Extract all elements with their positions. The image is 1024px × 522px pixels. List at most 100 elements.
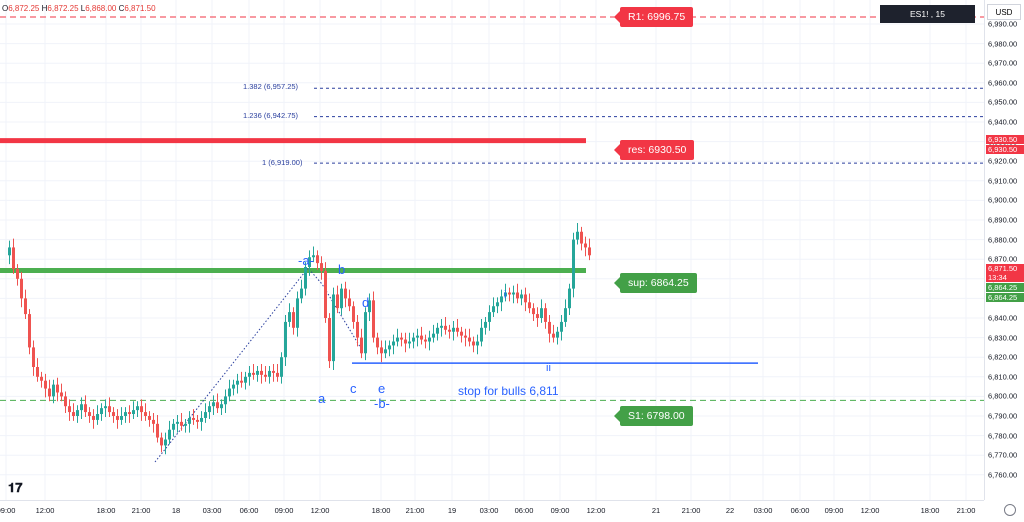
price-axis[interactable]: USD 6,990.00 6,980.00 6,970.00 6,960.00 6,95… bbox=[984, 0, 1024, 500]
candle-body bbox=[220, 404, 223, 409]
candle-body bbox=[516, 292, 519, 299]
candle-body bbox=[256, 370, 259, 375]
fib-1382-label: 1.382 (6,957.25) bbox=[243, 82, 299, 91]
price-tag-sup-1: 6,864.25 bbox=[986, 283, 1024, 292]
candle-body bbox=[444, 325, 447, 330]
symbol-badge[interactable]: ES1! , 15 bbox=[880, 5, 975, 23]
time-tick-label: 12:00 bbox=[35, 506, 55, 515]
price-tick-label: 6,840.00 bbox=[988, 313, 1018, 323]
candle-body bbox=[8, 247, 11, 256]
candle-body bbox=[48, 388, 51, 397]
time-tick-label: 21:00 bbox=[681, 506, 701, 515]
candle-body bbox=[240, 380, 243, 383]
candle-body bbox=[544, 308, 547, 322]
price-tick-label: 6,920.00 bbox=[988, 156, 1018, 166]
candle-body bbox=[324, 270, 327, 318]
candlestick-chart[interactable] bbox=[0, 0, 984, 500]
candle-body bbox=[396, 337, 399, 342]
candle-body bbox=[292, 312, 295, 328]
chart-pane[interactable]: O6,872.25 H6,872.25 L6,868.00 C6,871.50 … bbox=[0, 0, 984, 500]
currency-button[interactable]: USD bbox=[987, 4, 1021, 20]
candle-body bbox=[412, 337, 415, 342]
ohlc-readout: O6,872.25 H6,872.25 L6,868.00 C6,871.50 bbox=[2, 4, 156, 13]
time-tick-label: 03:00 bbox=[753, 506, 773, 515]
candle-body bbox=[196, 419, 199, 422]
price-tick-label: 6,970.00 bbox=[988, 58, 1018, 68]
time-axis[interactable]: 09:00 12:00 18:00 21:00 18 03:00 06:00 09:00 12:… bbox=[0, 500, 984, 522]
candle-body bbox=[328, 318, 331, 362]
s1-level-badge: S1: 6798.00 bbox=[614, 406, 693, 426]
sup-level-badge: sup: 6864.25 bbox=[614, 273, 697, 293]
tradingview-logo[interactable]: 𝟏𝟕 bbox=[8, 480, 23, 495]
candle-body bbox=[252, 372, 255, 375]
candle-body bbox=[24, 298, 27, 315]
candle-body bbox=[144, 412, 147, 416]
candle-body bbox=[308, 257, 311, 268]
price-tag-last: 6,871.50 bbox=[986, 264, 1024, 273]
candle-body bbox=[572, 239, 575, 289]
candle-body bbox=[488, 312, 491, 322]
price-tick-label: 6,890.00 bbox=[988, 215, 1018, 225]
time-tick-label: 18:00 bbox=[371, 506, 391, 515]
wave-label-e: e bbox=[378, 381, 386, 396]
candle-body bbox=[304, 267, 307, 289]
candle-body bbox=[524, 294, 527, 303]
candle-body bbox=[432, 333, 435, 338]
fib-1-label: 1 (6,919.00) bbox=[262, 158, 303, 167]
candle-body bbox=[336, 294, 339, 309]
candle-body bbox=[32, 347, 35, 367]
candle-body bbox=[212, 402, 215, 407]
candle-body bbox=[288, 312, 291, 322]
candle-body bbox=[284, 321, 287, 358]
time-tick-label: 03:00 bbox=[202, 506, 222, 515]
time-tick-label: 03:00 bbox=[479, 506, 499, 515]
candle-body bbox=[168, 429, 171, 440]
candle-body bbox=[476, 341, 479, 346]
candle-body bbox=[508, 292, 511, 295]
candle-body bbox=[276, 372, 279, 377]
candle-body bbox=[316, 255, 319, 264]
wave-label-b: b bbox=[338, 262, 346, 277]
candle-body bbox=[436, 327, 439, 334]
candle-body bbox=[512, 292, 515, 295]
candle-body bbox=[536, 314, 539, 318]
price-tick-label: 6,830.00 bbox=[988, 333, 1018, 343]
wave-label-c: c bbox=[350, 381, 357, 396]
price-tag-sup-2: 6,864.25 bbox=[986, 293, 1024, 302]
candle-body bbox=[52, 384, 55, 397]
candle-body bbox=[360, 337, 363, 354]
candle-body bbox=[392, 341, 395, 346]
candle-body bbox=[352, 306, 355, 322]
price-tick-label: 6,960.00 bbox=[988, 78, 1018, 88]
time-tick-label: 22 bbox=[725, 506, 735, 515]
price-tag-countdown: 13:34 bbox=[986, 273, 1024, 282]
candle-body bbox=[228, 388, 231, 397]
ohlc-low-key: L bbox=[80, 4, 86, 13]
candle-body bbox=[364, 312, 367, 354]
time-tick-label: 19 bbox=[447, 506, 457, 515]
candle-body bbox=[500, 296, 503, 303]
res-level-badge: res: 6930.50 bbox=[613, 140, 695, 160]
ohlc-open-key: O bbox=[2, 4, 9, 13]
candle-body bbox=[188, 417, 191, 424]
candle-body bbox=[440, 325, 443, 328]
candle-body bbox=[192, 417, 195, 420]
candle-body bbox=[120, 416, 123, 420]
candle-body bbox=[264, 374, 267, 377]
price-tick-label: 6,980.00 bbox=[988, 39, 1018, 49]
time-tick-label: 12:00 bbox=[310, 506, 330, 515]
candle-body bbox=[124, 412, 127, 416]
candle-body bbox=[456, 327, 459, 332]
ohlc-low: 6,868.00 bbox=[85, 4, 117, 13]
candle-body bbox=[104, 406, 107, 409]
price-tick-label: 6,760.00 bbox=[988, 470, 1018, 480]
candle-body bbox=[556, 331, 559, 338]
candle-body bbox=[76, 410, 79, 416]
settings-gear-icon[interactable] bbox=[1004, 504, 1016, 516]
candle-body bbox=[300, 288, 303, 299]
candle-body bbox=[172, 423, 175, 430]
price-tick-label: 6,800.00 bbox=[988, 391, 1018, 401]
candle-body bbox=[116, 416, 119, 420]
candle-body bbox=[464, 335, 467, 338]
candle-body bbox=[180, 421, 183, 426]
